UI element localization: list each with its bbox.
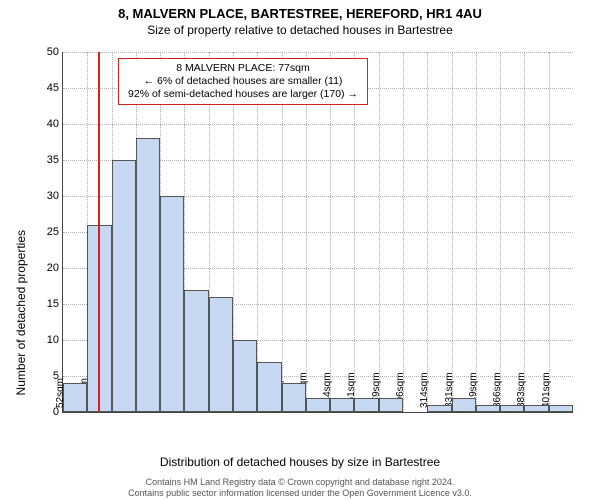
- histogram-bar: [233, 340, 257, 412]
- y-tick-label: 10: [47, 334, 63, 346]
- histogram-bar: [63, 383, 87, 412]
- gridline-v: [427, 52, 428, 412]
- gridline-v: [549, 52, 550, 412]
- y-tick-label: 40: [47, 118, 63, 130]
- gridline-h: [63, 124, 573, 125]
- y-tick-label: 25: [47, 226, 63, 238]
- annotation-box: 8 MALVERN PLACE: 77sqm← 6% of detached h…: [118, 58, 368, 105]
- x-axis-label: Distribution of detached houses by size …: [0, 455, 600, 469]
- histogram-bar: [330, 398, 354, 412]
- gridline-v: [500, 52, 501, 412]
- y-tick-label: 35: [47, 154, 63, 166]
- histogram-bar: [257, 362, 281, 412]
- annotation-line3: 92% of semi-detached houses are larger (…: [125, 88, 361, 101]
- histogram-bar: [160, 196, 184, 412]
- histogram-bar: [452, 398, 476, 412]
- histogram-bar: [427, 405, 451, 412]
- histogram-bar: [184, 290, 208, 412]
- histogram-bar: [112, 160, 136, 412]
- gridline-v: [282, 52, 283, 412]
- histogram-bar: [476, 405, 500, 412]
- y-tick-label: 20: [47, 262, 63, 274]
- annotation-line1: 8 MALVERN PLACE: 77sqm: [125, 62, 361, 75]
- gridline-v: [354, 52, 355, 412]
- gridline-v: [330, 52, 331, 412]
- histogram-bar: [549, 405, 573, 412]
- histogram-bar: [379, 398, 403, 412]
- gridline-v: [403, 52, 404, 412]
- gridline-v: [306, 52, 307, 412]
- histogram-plot: 0510152025303540455052sqm69sqm87sqm104sq…: [62, 52, 573, 413]
- y-tick-label: 15: [47, 298, 63, 310]
- y-axis-label: Number of detached properties: [14, 230, 28, 395]
- gridline-v: [476, 52, 477, 412]
- histogram-bar: [354, 398, 378, 412]
- page-subtitle: Size of property relative to detached ho…: [0, 21, 600, 41]
- footer-line2: Contains public sector information licen…: [128, 488, 472, 498]
- gridline-v: [452, 52, 453, 412]
- annotation-line2: ← 6% of detached houses are smaller (11): [125, 75, 361, 88]
- gridline-h: [63, 52, 573, 53]
- gridline-v: [257, 52, 258, 412]
- footer-text: Contains HM Land Registry data © Crown c…: [0, 477, 600, 498]
- page-title: 8, MALVERN PLACE, BARTESTREE, HEREFORD, …: [0, 0, 600, 21]
- y-tick-label: 30: [47, 190, 63, 202]
- gridline-v: [379, 52, 380, 412]
- histogram-bar: [524, 405, 548, 412]
- histogram-bar: [282, 383, 306, 412]
- y-tick-label: 45: [47, 82, 63, 94]
- histogram-bar: [500, 405, 524, 412]
- histogram-bar: [306, 398, 330, 412]
- footer-line1: Contains HM Land Registry data © Crown c…: [146, 477, 455, 487]
- histogram-bar: [209, 297, 233, 412]
- histogram-bar: [136, 138, 160, 412]
- y-tick-label: 50: [47, 46, 63, 58]
- marker-line: [98, 52, 100, 412]
- gridline-v: [524, 52, 525, 412]
